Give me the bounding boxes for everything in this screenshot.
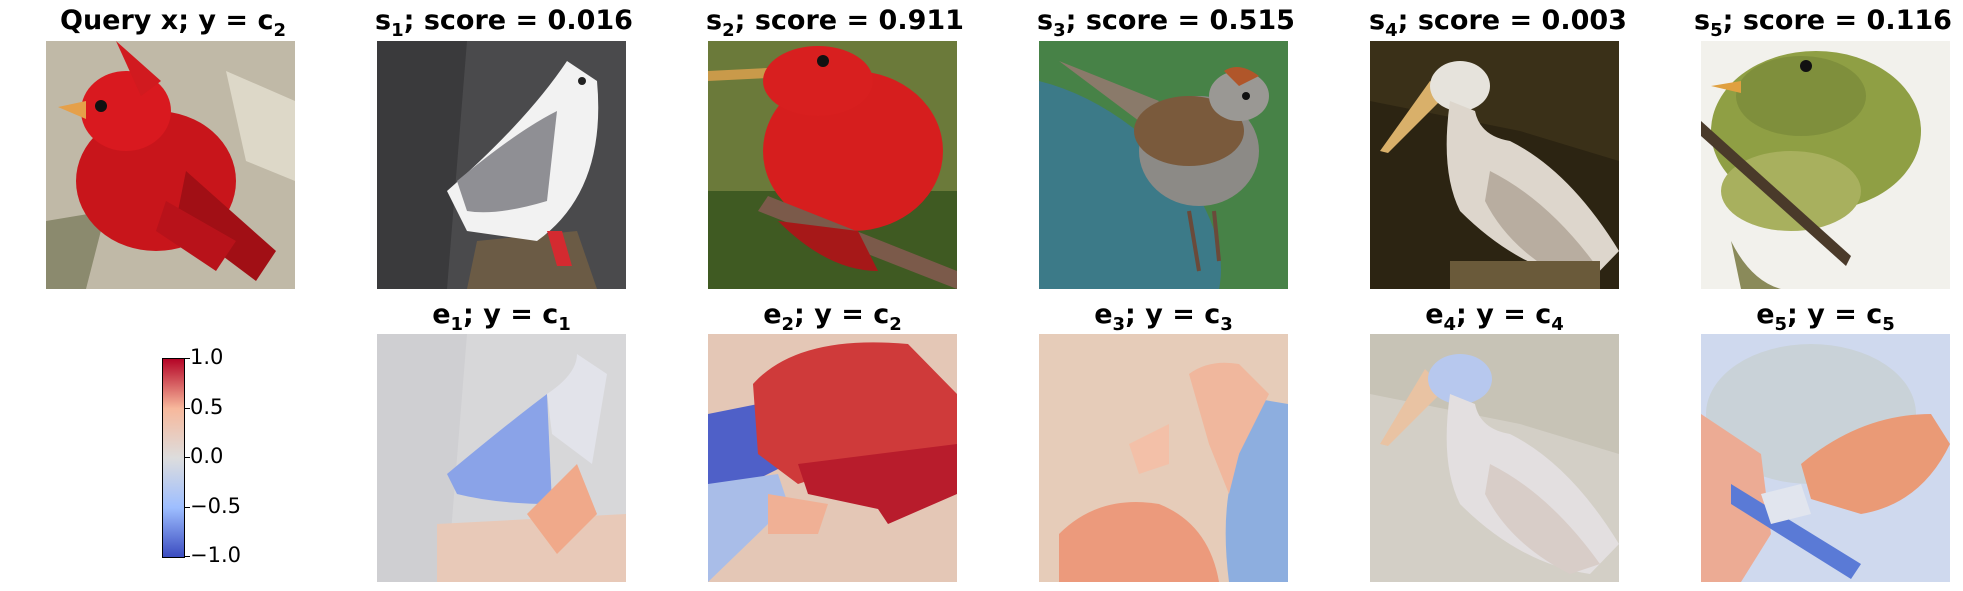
explanation-map-3: [1039, 334, 1288, 582]
explanation-map-4: [1370, 334, 1619, 582]
colorbar-tick: [184, 556, 190, 557]
expl-title-2: e2; y = c2: [763, 299, 902, 336]
query-label: Query x; y: [60, 5, 217, 36]
explanation-map-5: [1701, 334, 1950, 582]
colorbar-tick: [184, 358, 190, 359]
query-title: Query x; y = c2: [60, 5, 286, 42]
colorbar-tick: [184, 507, 190, 508]
colorbar: [162, 358, 185, 558]
sample-image-2-tanager: [708, 41, 957, 289]
explanation-map-1: [377, 334, 626, 582]
expl-title-5: e5; y = c5: [1756, 299, 1895, 336]
expl-title-4: e4; y = c4: [1425, 299, 1564, 336]
sample-image-4-pelican: [1370, 41, 1619, 289]
score-title-3: s3; score = 0.515: [1037, 5, 1295, 42]
score-title-5: s5; score = 0.116: [1694, 5, 1952, 42]
sample-image-5-greenbird: [1701, 41, 1950, 289]
colorbar-label-5: −1.0: [190, 543, 241, 567]
score-title-4: s4; score = 0.003: [1369, 5, 1627, 42]
sample-image-1-gull: [377, 41, 626, 289]
colorbar-tick: [184, 408, 190, 409]
explanation-map-2: [708, 334, 957, 582]
query-image: [46, 41, 295, 289]
colorbar-label-1: 1.0: [190, 345, 224, 369]
colorbar-tick: [184, 457, 190, 458]
score-title-2: s2; score = 0.911: [706, 5, 964, 42]
expl-title-1: e1; y = c1: [432, 299, 571, 336]
sample-image-3-sparrow: [1039, 41, 1288, 289]
colorbar-label-3: 0.0: [190, 444, 224, 468]
score-title-1: s1; score = 0.016: [375, 5, 633, 42]
colorbar-label-4: −0.5: [190, 494, 241, 518]
query-class: c: [257, 5, 274, 36]
query-class-sub: 2: [273, 20, 286, 41]
colorbar-label-2: 0.5: [190, 395, 224, 419]
expl-title-3: e3; y = c3: [1094, 299, 1233, 336]
